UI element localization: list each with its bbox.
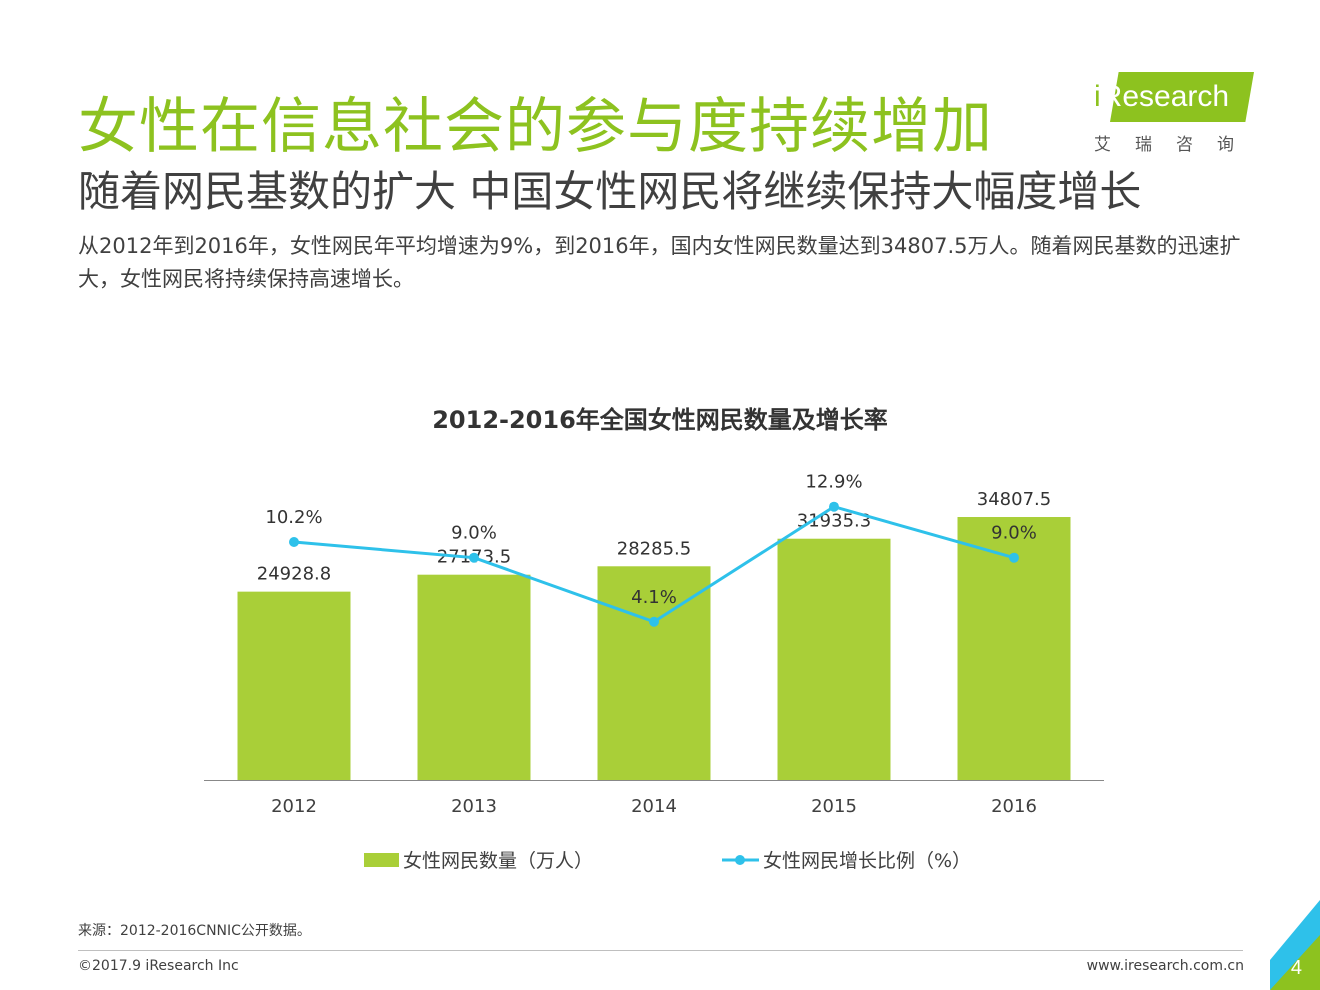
footer-divider [78,950,1243,951]
logo-research: Research [1100,80,1230,113]
website-link[interactable]: www.iresearch.com.cn [1086,958,1244,974]
x-tick-label: 2014 [631,796,677,817]
legend-bar-swatch [364,853,399,867]
growth-point-2012 [289,537,299,547]
legend-line-label: 女性网民增长比例（%） [763,850,971,872]
growth-value-label: 9.0% [991,523,1037,544]
bar-2014 [597,566,711,780]
x-tick-label: 2012 [271,796,317,817]
corner-blue-triangle [1270,900,1320,990]
x-tick-label: 2015 [811,796,857,817]
bar-2012 [237,591,351,780]
x-tick-label: 2013 [451,796,497,817]
x-tick-label: 2016 [991,796,1037,817]
logo-chinese-name: 艾瑞咨询 [1094,135,1258,155]
growth-value-label: 12.9% [805,472,862,493]
legend-bar-label: 女性网民数量（万人） [403,850,593,872]
combo-chart: 24928.827173.528285.531935.334807.520122… [204,472,1104,872]
bar-value-label: 34807.5 [977,489,1051,510]
growth-point-2013 [469,552,479,563]
bar-value-label: 28285.5 [617,538,691,559]
logo-wordmark: iResearch [1094,80,1229,114]
page-number: 4 [1290,957,1302,979]
iresearch-logo: iResearch 艾瑞咨询 [1090,70,1260,160]
source-note: 来源：2012-2016CNNIC公开数据。 [78,923,311,939]
growth-point-2015 [829,501,839,512]
chart-title: 2012-2016年全国女性网民数量及增长率 [432,406,888,434]
growth-value-label: 9.0% [451,523,497,544]
logo-i: i [1094,80,1101,113]
bar-2015 [777,538,891,780]
bar-value-label: 24928.8 [257,564,331,585]
corner-green-triangle [1270,935,1320,990]
page-subtitle: 随着网民基数的扩大 中国女性网民将继续保持大幅度增长 [78,167,1142,216]
bar-2013 [417,574,531,780]
growth-value-label: 10.2% [265,507,322,528]
growth-point-2014 [649,616,659,627]
logo-green-banner [1110,72,1254,122]
page-title: 女性在信息社会的参与度持续增加 [78,92,993,162]
growth-point-2016 [1009,552,1019,563]
corner-decoration [1270,900,1320,990]
legend-line-marker [735,855,745,865]
bar-value-label: 31935.3 [797,511,871,532]
growth-value-label: 4.1% [631,587,677,608]
description-text: 从2012年到2016年，女性网民年平均增速为9%，到2016年，国内女性网民数… [78,234,1241,291]
copyright: ©2017.9 iResearch Inc [78,958,239,974]
